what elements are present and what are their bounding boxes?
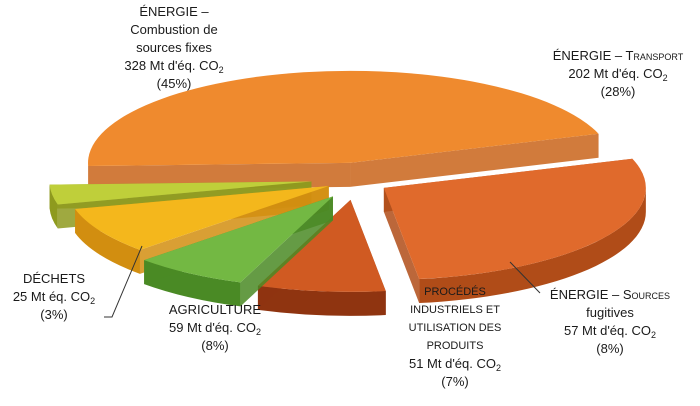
label-dechets-line-1: DÉCHETS (22, 271, 86, 286)
slice-dechets-top (49, 181, 312, 205)
label-transport-percent: (28%) (600, 84, 636, 99)
slice-transport-face-1 (383, 187, 420, 304)
label-procedes-line-1: PROCÉDÉS (424, 286, 486, 298)
slice-fugitives (257, 199, 386, 316)
label-procedes-line-2: INDUSTRIELS ET (410, 304, 500, 316)
label-fugitives-percent: (8%) (596, 341, 624, 356)
label-dechets: DÉCHETS 25 Mt éq. CO2 (3%) (0, 270, 108, 324)
label-transport-line-1: ÉNERGIE – Transport (552, 48, 684, 63)
label-agriculture-line-1: AGRICULTURE (168, 302, 262, 317)
slice-transport-wall-0 (419, 187, 646, 304)
label-combustion-line-2: Combustion de (130, 22, 218, 37)
label-combustion-value: 328 Mt d'éq. CO2 (124, 58, 224, 75)
slice-agriculture-top (75, 186, 329, 250)
label-dechets-percent: (3%) (40, 307, 68, 322)
slice-combustion-top (88, 70, 599, 167)
label-agriculture-percent: (8%) (201, 338, 229, 353)
slice-transport (383, 158, 646, 304)
label-transport-value: 202 Mt d'éq. CO2 (568, 66, 668, 83)
label-procedes-line-3: UTILISATION DES (408, 322, 502, 334)
slice-combustion-face-1 (350, 133, 599, 187)
label-fugitives-line-2: fugitives (586, 305, 634, 320)
label-procedes-percent: (7%) (441, 374, 469, 389)
label-agriculture-value: 59 Mt d'éq. CO2 (168, 320, 262, 337)
label-fugitives-value: 57 Mt d'éq. CO2 (563, 323, 657, 340)
label-combustion: ÉNERGIE – Combustion de sources fixes 32… (74, 3, 274, 93)
leader-fugitives (509, 261, 541, 294)
slice-fugitives-top (257, 199, 386, 292)
slice-procedes (144, 196, 333, 307)
label-combustion-line-3: sources fixes (136, 40, 212, 55)
slice-transport-top (383, 158, 646, 280)
label-fugitives: ÉNERGIE – Sources fugitives 57 Mt d'éq. … (520, 286, 700, 358)
label-procedes-value: 51 Mt d'éq. CO2 (408, 356, 502, 373)
label-procedes-line-4: PRODUITS (426, 340, 484, 352)
label-dechets-value: 25 Mt éq. CO2 (12, 289, 96, 306)
slice-fugitives-wall-0 (257, 285, 386, 316)
label-combustion-percent: (45%) (156, 76, 192, 91)
label-fugitives-line-1: ÉNERGIE – Sources (549, 287, 671, 302)
label-agriculture: AGRICULTURE 59 Mt d'éq. CO2 (8%) (135, 301, 295, 355)
leader-dechets (104, 245, 143, 318)
label-procedes: PROCÉDÉS INDUSTRIELS ET UTILISATION DES … (380, 283, 530, 391)
label-transport: ÉNERGIE – Transport 202 Mt d'éq. CO2 (28… (528, 47, 700, 101)
slice-procedes-top (144, 196, 333, 283)
label-combustion-line-1: ÉNERGIE – (139, 4, 209, 19)
